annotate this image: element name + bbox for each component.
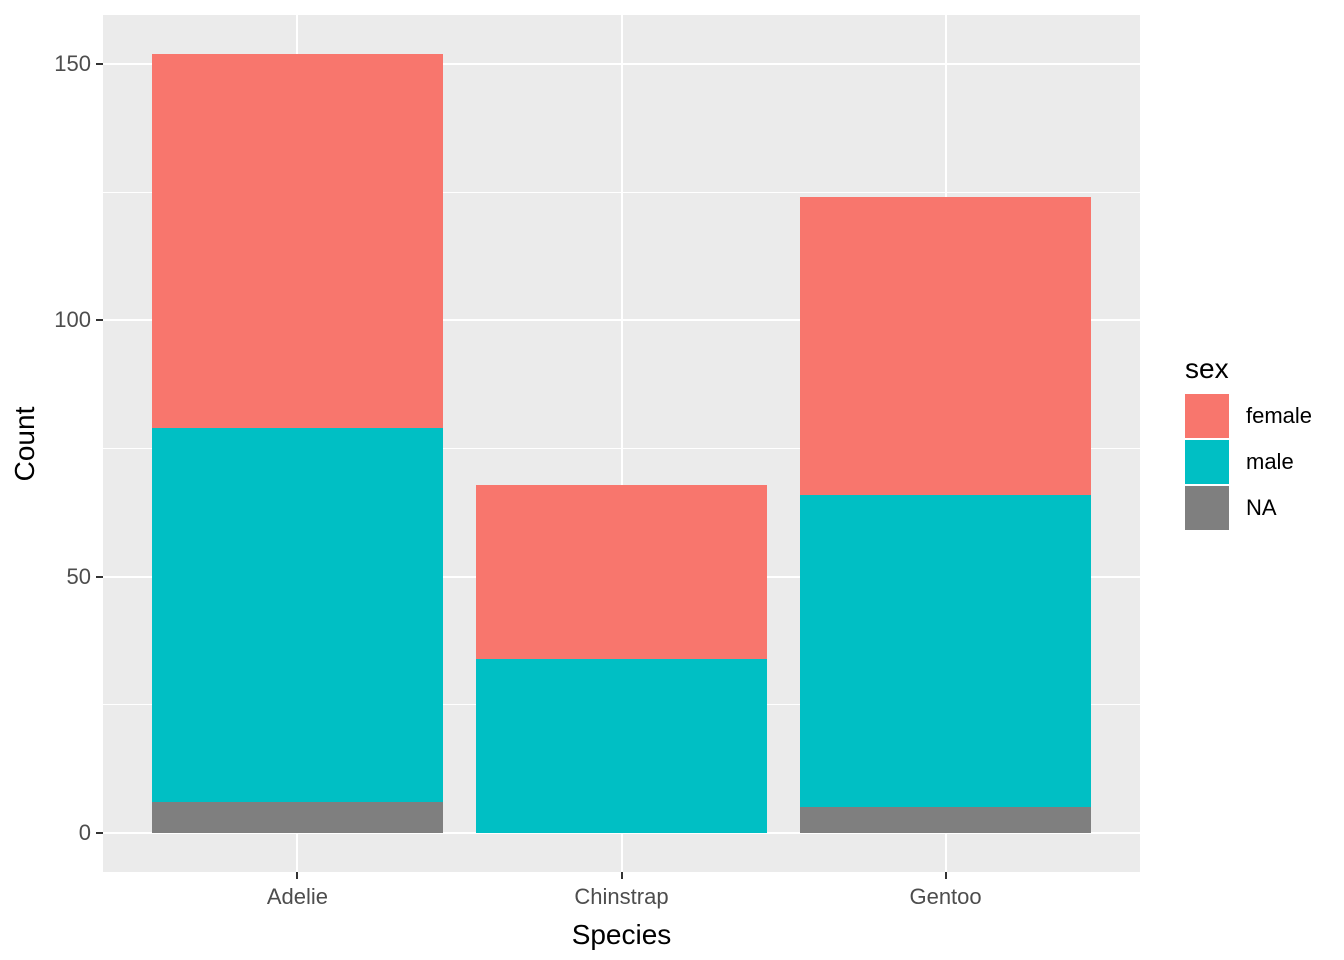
y-tick-label-0: 0	[78, 820, 91, 846]
legend-entry-na: NA	[1185, 486, 1312, 530]
legend-label-na: NA	[1246, 495, 1277, 520]
y-tick-150	[96, 63, 103, 66]
x-tick-gentoo	[944, 872, 947, 879]
x-tick-chinstrap	[620, 872, 623, 879]
bar-chinstrap-female	[475, 484, 768, 659]
x-tick-label-gentoo: Gentoo	[909, 884, 982, 909]
legend-title: sex	[1185, 353, 1229, 384]
x-tick-label-adelie: Adelie	[266, 884, 329, 909]
legend-label-male: male	[1246, 449, 1294, 474]
bar-gentoo-male	[799, 494, 1092, 808]
legend-entries: female male NA	[1185, 394, 1312, 530]
y-tick-50	[96, 575, 103, 578]
bar-adelie-male	[151, 428, 444, 803]
y-tick-100	[96, 319, 103, 322]
legend-swatch-male	[1185, 440, 1229, 484]
legend-label-female: female	[1246, 403, 1313, 428]
legend-swatch-na	[1185, 486, 1229, 530]
bar-gentoo-female	[799, 197, 1092, 495]
x-tick-adelie	[296, 872, 299, 879]
legend-entry-female: female	[1185, 394, 1312, 438]
bar-chinstrap-male	[475, 658, 768, 834]
gridline-major-x-chinstrap	[620, 15, 623, 872]
y-axis-title: Count	[9, 406, 40, 481]
y-tick-label-150: 150	[54, 51, 91, 77]
legend: sex female male NA	[1185, 352, 1312, 532]
plot-panel	[103, 15, 1140, 872]
bar-adelie-female	[151, 53, 444, 429]
legend-entry-male: male	[1185, 440, 1312, 484]
x-tick-label-chinstrap: Chinstrap	[574, 884, 669, 909]
bar-gentoo-na	[799, 807, 1092, 834]
bar-adelie-na	[151, 802, 444, 834]
y-tick-label-50: 50	[66, 563, 91, 589]
legend-swatch-female	[1185, 394, 1229, 438]
y-tick-0	[96, 832, 103, 835]
y-tick-label-100: 100	[54, 307, 91, 333]
x-axis-title: Species	[571, 919, 672, 950]
